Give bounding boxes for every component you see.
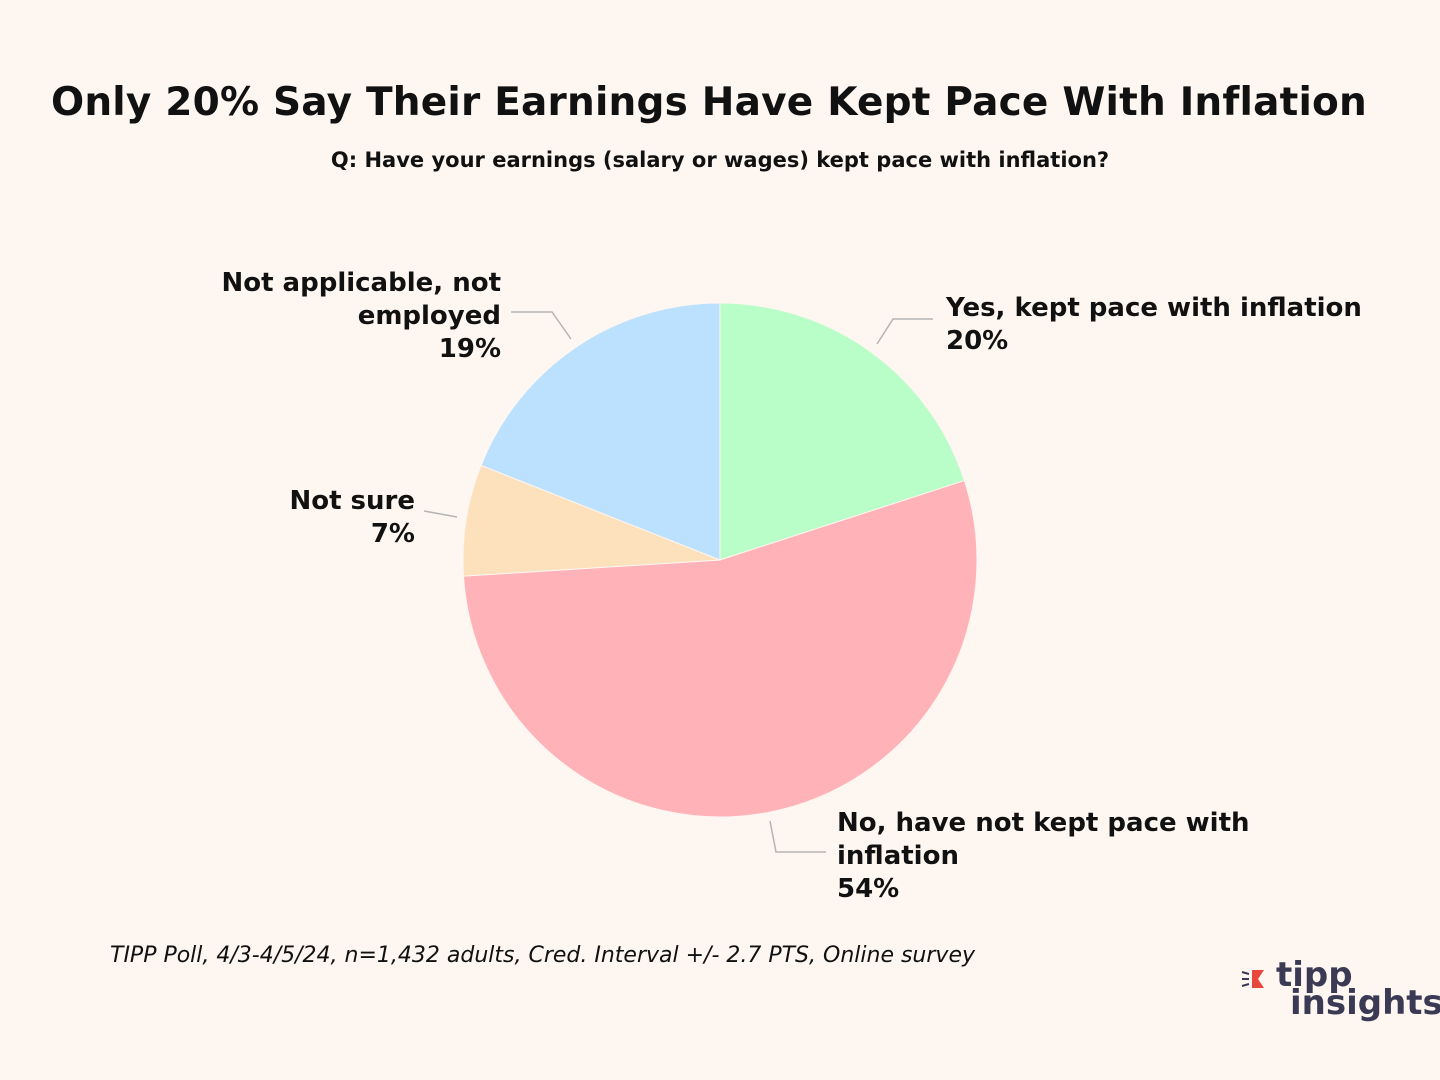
leader-line-no: [769, 820, 826, 853]
slice-value-yes: 20%: [946, 326, 1008, 356]
slice-label-not-applicable: employed: [358, 301, 501, 331]
chart-subtitle: Q: Have your earnings (salary or wages) …: [330, 148, 1110, 172]
logo-word-insights: insights: [1290, 983, 1440, 1023]
slice-label-not-sure: Not sure: [289, 486, 415, 516]
leader-line-yes: [876, 318, 933, 345]
chart-title: Only 20% Say Their Earnings Have Kept Pa…: [50, 80, 1367, 125]
slice-label-not-applicable: Not applicable, not: [221, 268, 501, 298]
tipp-insights-logo: tipp insights: [1240, 955, 1440, 1028]
pie-slice-not-sure: [462, 464, 721, 577]
logo-word-tipp: tipp: [1276, 955, 1353, 995]
source-footnote: TIPP Poll, 4/3-4/5/24, n=1,432 adults, C…: [110, 943, 975, 968]
leader-line-not-applicable: [511, 311, 572, 340]
pie-slices: [462, 302, 978, 818]
slice-label-no: No, have not kept pace with: [837, 808, 1250, 838]
pie-slice-no: [462, 479, 978, 818]
slice-label-yes: Yes, kept pace with inflation: [945, 293, 1362, 323]
slice-value-not-applicable: 19%: [439, 334, 501, 364]
pie-slice-not-applicable: [480, 302, 721, 561]
slice-value-no: 54%: [837, 874, 899, 904]
logo-flag-icon: [1241, 970, 1264, 988]
leader-line-not-sure: [423, 510, 458, 518]
slice-label-no: inflation: [837, 841, 959, 871]
pie-slice-yes: [719, 302, 966, 561]
slice-value-not-sure: 7%: [371, 519, 415, 549]
